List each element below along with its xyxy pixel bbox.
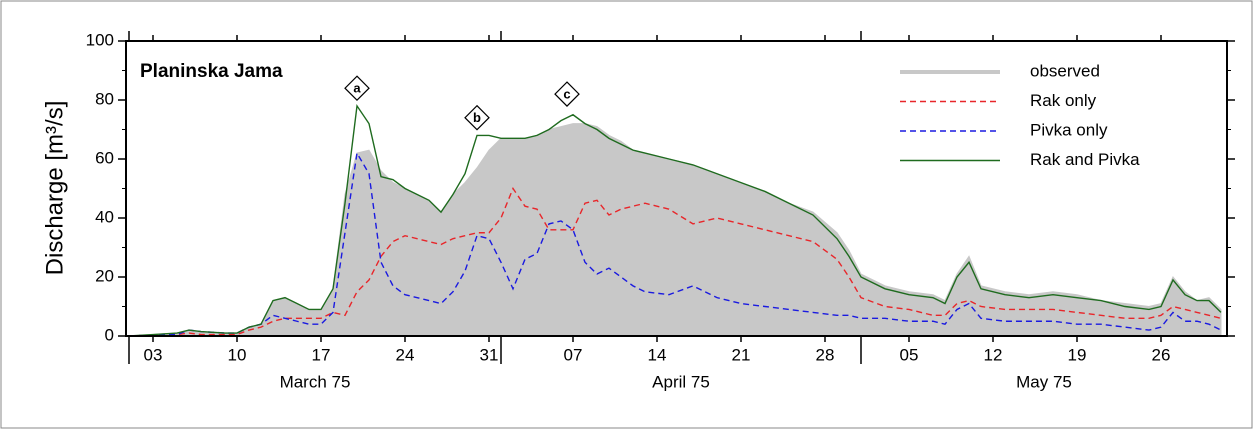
- x-tick-label: 21: [732, 345, 751, 364]
- legend-label: Pivka only: [1030, 120, 1108, 139]
- plot-area: [128, 103, 1222, 337]
- month-label: April 75: [652, 372, 710, 391]
- annotation-label: a: [353, 81, 361, 96]
- series-line: [128, 103, 1222, 337]
- x-tick-label: 14: [648, 345, 667, 364]
- x-tick-label: 03: [144, 345, 163, 364]
- chart-title: Planinska Jama: [140, 61, 283, 82]
- annotation-label: b: [473, 110, 481, 125]
- y-tick-label: 100: [86, 30, 114, 49]
- annotation-label: c: [563, 87, 570, 102]
- series-line: [128, 151, 1222, 337]
- x-tick-label: 12: [984, 345, 1003, 364]
- x-tick-label: 05: [900, 345, 919, 364]
- x-tick-label: 24: [396, 345, 415, 364]
- month-label: May 75: [1016, 372, 1072, 391]
- annotation-marker: [554, 81, 580, 107]
- x-tick-label: 19: [1068, 345, 1087, 364]
- y-axis-label: Discharge [m³/s]: [41, 101, 68, 276]
- y-tick-label: 80: [95, 89, 114, 108]
- x-tick-label: 10: [228, 345, 247, 364]
- annotation-marker: [344, 75, 370, 102]
- x-tick-label: 28: [816, 345, 835, 364]
- y-tick-label: 20: [95, 266, 114, 285]
- month-label: March 75: [280, 372, 351, 391]
- x-tick-label: 31: [480, 345, 499, 364]
- annotation-marker: [464, 104, 490, 131]
- x-tick-label: 26: [1152, 345, 1171, 364]
- legend-label: Rak and Pivka: [1030, 150, 1140, 169]
- y-tick-label: 60: [95, 148, 114, 167]
- y-tick-label: 0: [105, 325, 114, 344]
- x-tick-label: 07: [564, 345, 583, 364]
- legend-label: Rak only: [1030, 91, 1097, 110]
- y-tick-label: 40: [95, 207, 114, 226]
- x-tick-label: 17: [312, 345, 331, 364]
- legend-label: observed: [1030, 61, 1100, 80]
